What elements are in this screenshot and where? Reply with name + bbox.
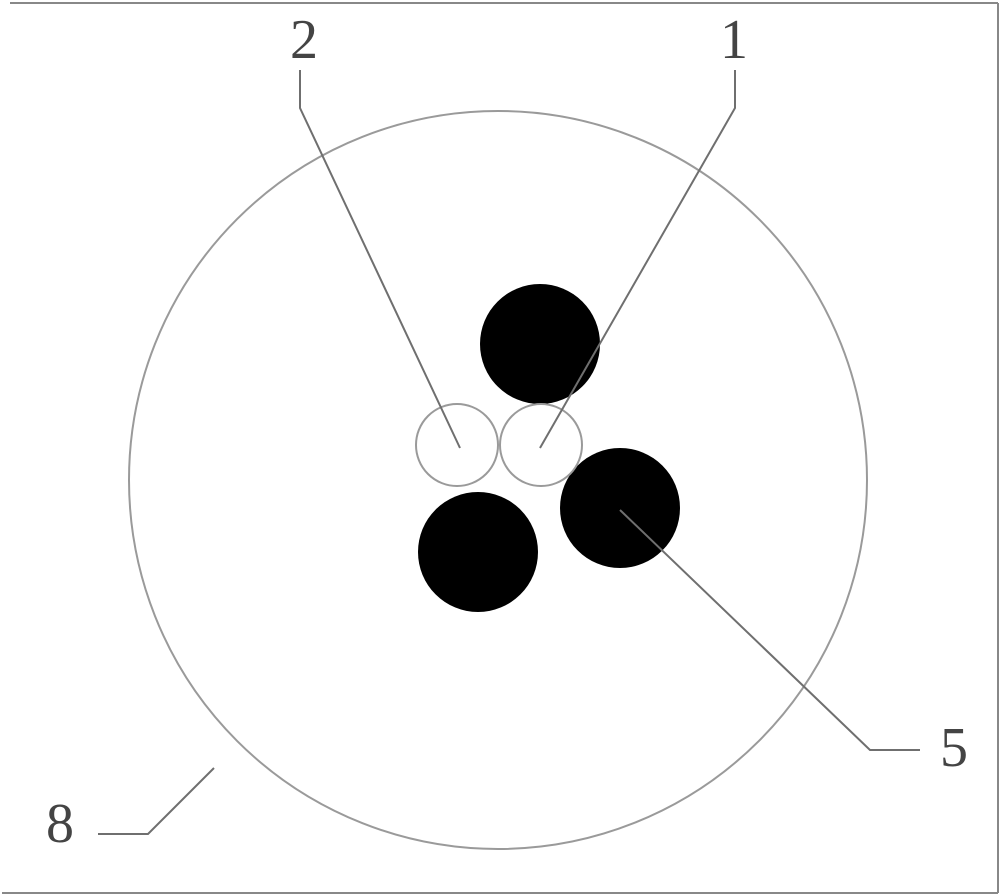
black-dot-bottom-right	[560, 448, 680, 568]
white-dot-right	[499, 403, 583, 487]
callout-label-8: 8	[46, 796, 74, 852]
diagram-stage: 2 1 5 8	[0, 0, 1000, 896]
white-dot-left	[415, 403, 499, 487]
black-dot-top	[480, 284, 600, 404]
callout-label-1: 1	[720, 12, 748, 68]
callout-label-2: 2	[290, 12, 318, 68]
outer-circle	[128, 110, 868, 850]
callout-label-5: 5	[940, 720, 968, 776]
black-dot-bottom-left	[418, 492, 538, 612]
leader-lead-8	[98, 768, 214, 834]
